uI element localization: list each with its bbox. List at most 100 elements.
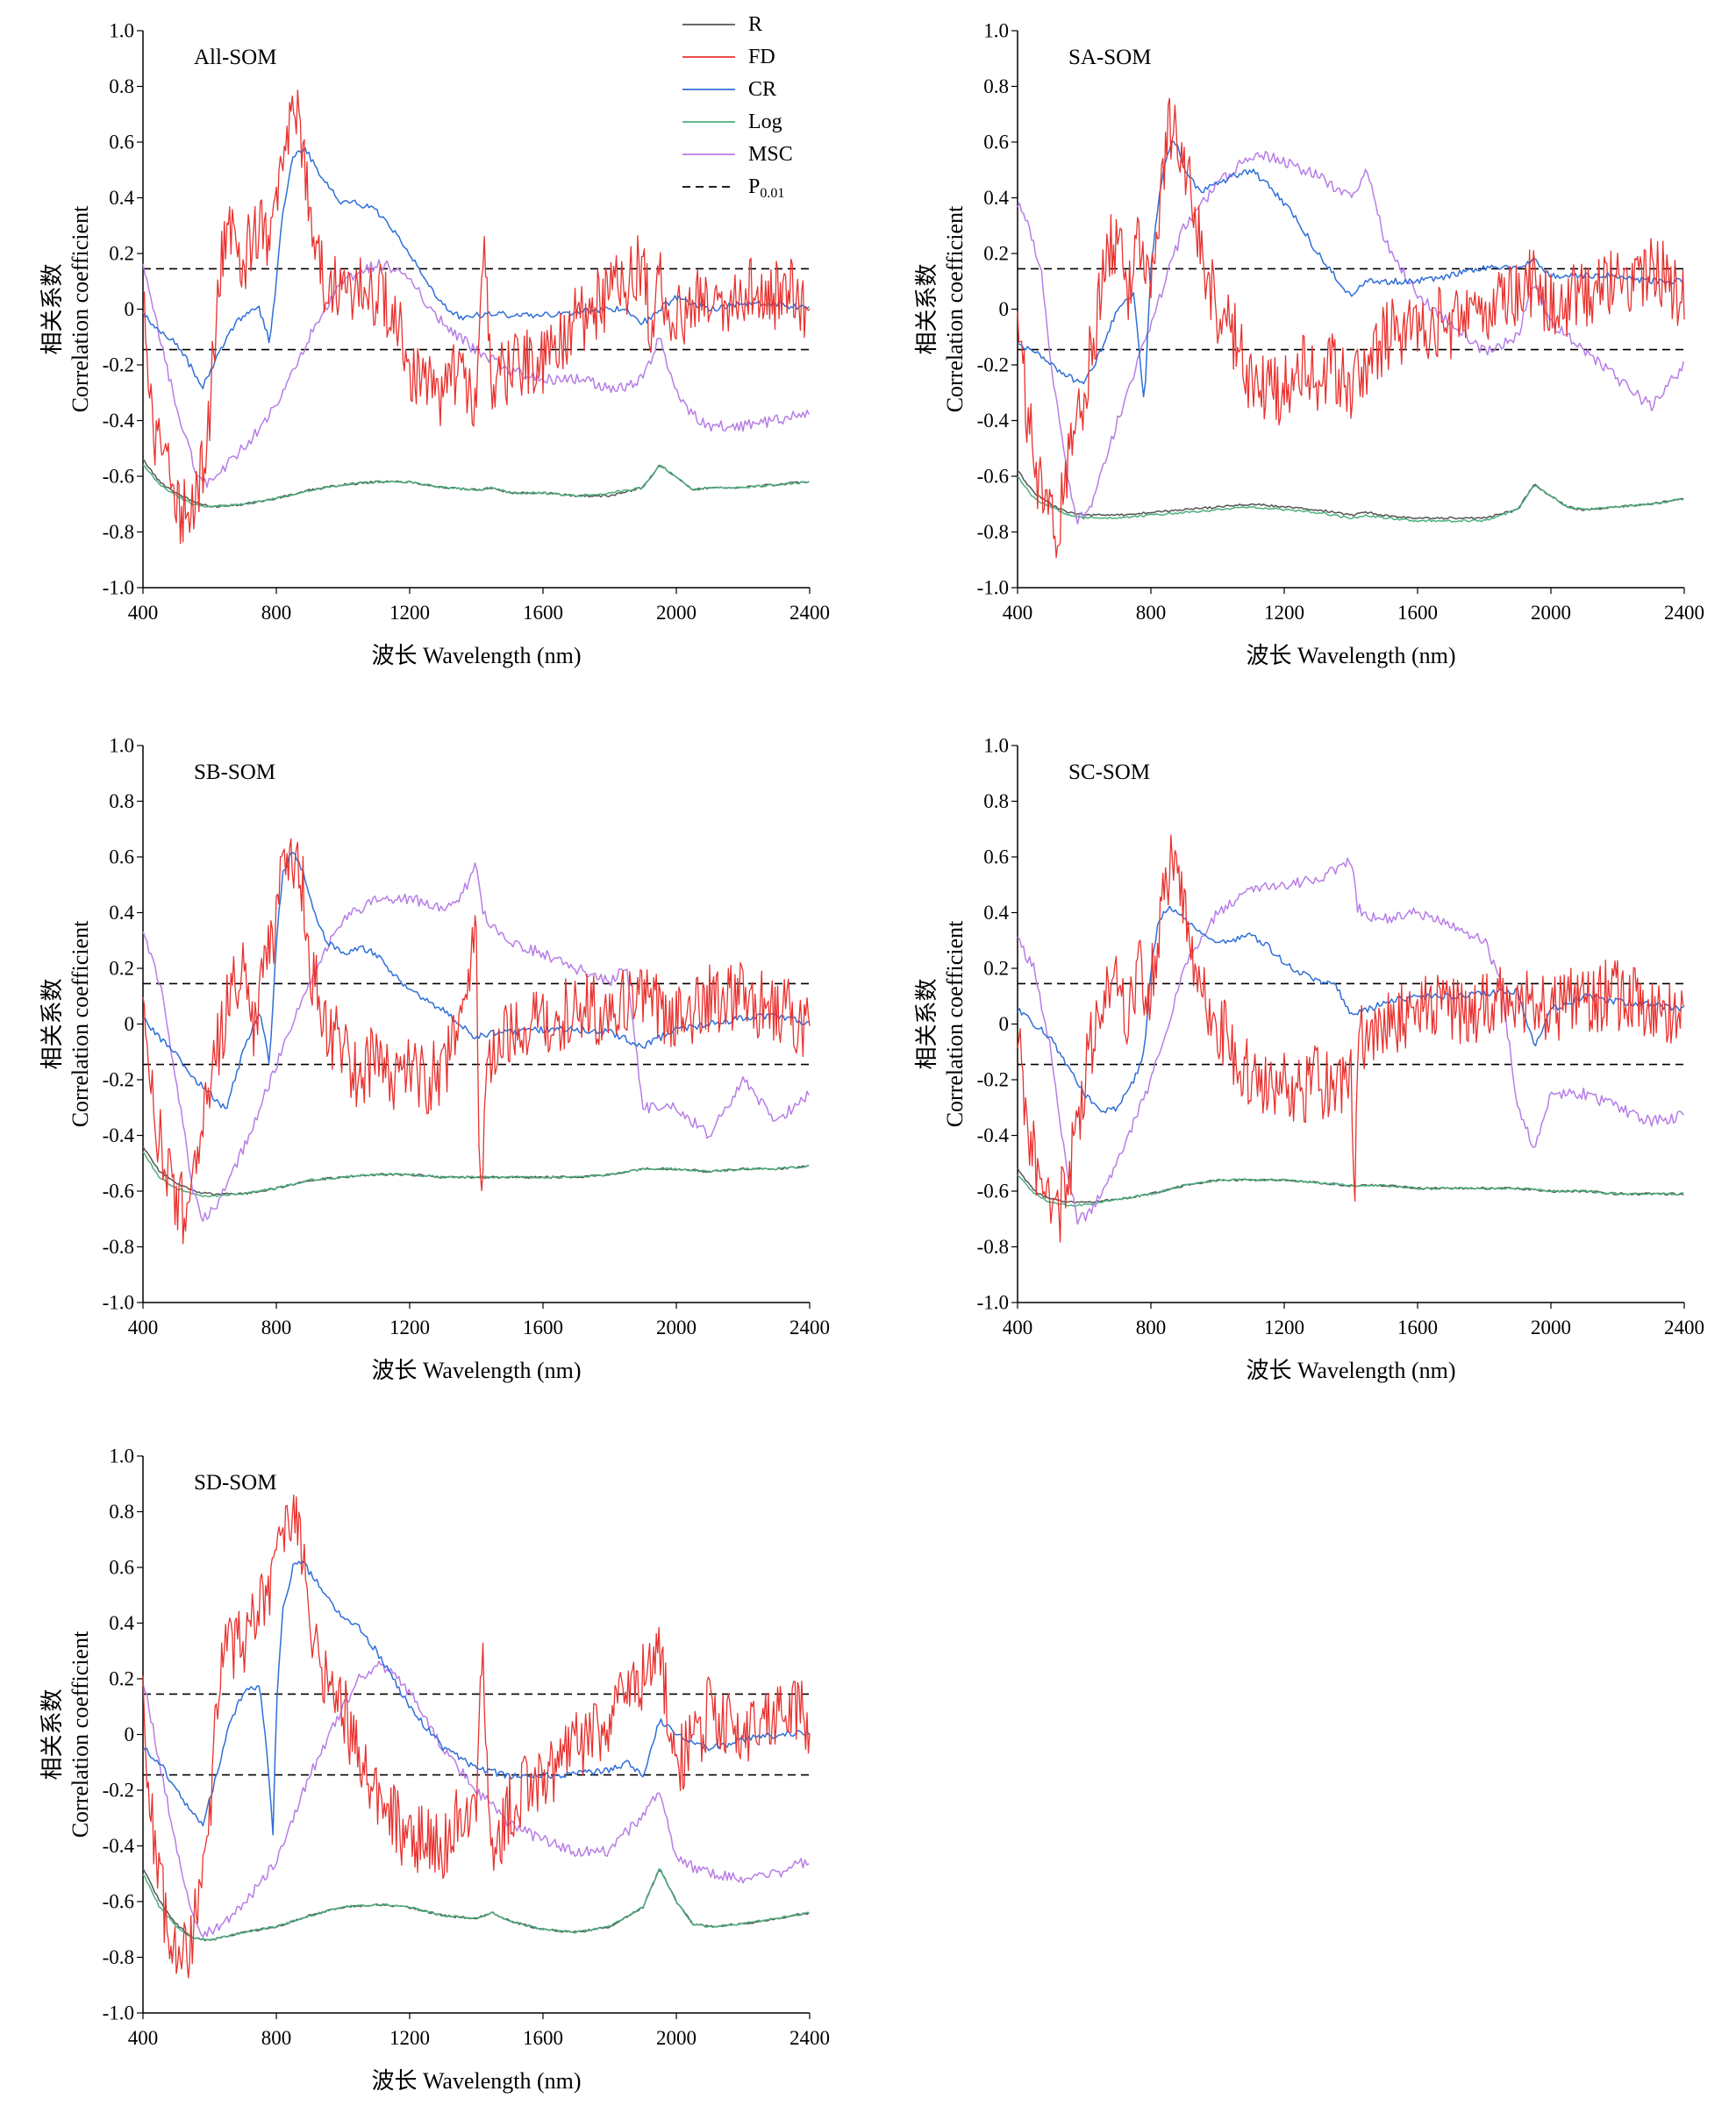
- y-tick-label: -0.8: [977, 1236, 1009, 1258]
- y-tick-label: 1.0: [109, 735, 134, 757]
- legend: R FD CR Log MSC P0.01: [682, 13, 793, 201]
- x-tick-label: 2400: [789, 602, 830, 624]
- series-line-fd: [1017, 97, 1685, 559]
- x-tick-label: 2400: [789, 1317, 830, 1338]
- y-tick-label: -0.4: [977, 1124, 1010, 1146]
- y-tick-label: 0.8: [109, 1501, 134, 1523]
- y-axis-label-en: Correlation coefficient: [942, 205, 968, 412]
- x-tick-label: 1200: [1264, 602, 1304, 624]
- legend-label-r: R: [748, 13, 762, 36]
- y-tick-label: 0.2: [109, 243, 134, 265]
- series-line-msc: [142, 862, 810, 1223]
- x-tick-label: 400: [1003, 1317, 1033, 1338]
- panel-title: SB-SOM: [194, 760, 275, 784]
- y-tick-label: -0.6: [977, 466, 1009, 488]
- y-tick-label: 0: [999, 1013, 1010, 1035]
- x-tick-label: 1600: [523, 2027, 563, 2049]
- y-tick-label: -0.4: [977, 410, 1010, 432]
- legend-label-p001: P0.01: [748, 175, 784, 201]
- x-tick-label: 1600: [1397, 602, 1438, 624]
- y-tick-label: 0.8: [983, 790, 1009, 812]
- y-tick-label: -0.4: [103, 1124, 135, 1146]
- y-tick-label: 0.2: [109, 958, 134, 980]
- y-axis-label-en: Correlation coefficient: [68, 205, 93, 412]
- y-tick-label: 0.4: [109, 187, 134, 209]
- y-tick-label: 0.4: [109, 902, 134, 924]
- x-axis-label: 波长 Wavelength (nm): [371, 1358, 581, 1383]
- x-tick-label: 2400: [1664, 1317, 1704, 1338]
- chart-panel-sb-som: 1.0 0.8 0.6 0.4 0.2 0 -0.2 -0.4 -0.6 -0.8 -1.0 400 8…: [39, 735, 830, 1384]
- series-line-fd: [142, 1494, 811, 1979]
- y-tick-label: 0.6: [983, 132, 1009, 153]
- y-tick-label: -0.6: [103, 1181, 134, 1203]
- legend-label-fd: FD: [748, 46, 775, 68]
- y-tick-label: 1.0: [109, 1445, 134, 1467]
- y-tick-label: 1.0: [983, 735, 1009, 757]
- series-line-msc: [142, 259, 810, 489]
- x-axis-label: 波长 Wavelength (nm): [1246, 643, 1455, 668]
- x-tick-label: 800: [1136, 1317, 1167, 1338]
- y-tick-label: -0.6: [103, 466, 134, 488]
- y-tick-label: -0.8: [103, 1236, 134, 1258]
- chart-panel-all-som: 1.0 0.8 0.6 0.4 0.2 0 -0.2 -0.4 -0.6 -0.8 -1.0 400 8…: [39, 20, 830, 669]
- series-line-log: [142, 1151, 810, 1198]
- x-tick-label: 2000: [656, 2027, 697, 2049]
- y-axis-label-en: Correlation coefficient: [942, 920, 968, 1127]
- x-tick-label: 2000: [1531, 1317, 1571, 1338]
- series-line-msc: [142, 1660, 810, 1938]
- y-axis-label-cn: 相关系数: [914, 978, 939, 1069]
- x-axis-label: 波长 Wavelength (nm): [1246, 1358, 1455, 1383]
- x-tick-label: 1600: [523, 1317, 563, 1338]
- y-tick-label: -1.0: [977, 1292, 1009, 1314]
- legend-label-cr: CR: [748, 78, 776, 101]
- y-tick-label: 0: [125, 298, 135, 320]
- x-tick-label: 800: [261, 602, 292, 624]
- y-tick-label: -0.6: [977, 1181, 1009, 1203]
- panel-title: All-SOM: [194, 46, 276, 69]
- y-tick-label: 0.2: [109, 1668, 134, 1690]
- y-axis-label-en: Correlation coefficient: [68, 1631, 93, 1838]
- x-tick-label: 2000: [656, 1317, 697, 1338]
- series-line-r: [1017, 469, 1684, 520]
- y-tick-label: 0.4: [983, 902, 1009, 924]
- series-line-log: [142, 1868, 810, 1941]
- y-tick-label: 0: [125, 1724, 135, 1745]
- y-tick-label: -0.2: [977, 1069, 1009, 1091]
- series-line-msc: [1017, 857, 1684, 1225]
- series-line-r: [142, 458, 810, 509]
- x-tick-label: 1600: [523, 602, 563, 624]
- y-tick-label: 0: [125, 1013, 135, 1035]
- x-axis-label: 波长 Wavelength (nm): [371, 643, 581, 668]
- x-tick-label: 800: [1136, 602, 1167, 624]
- x-tick-label: 1200: [1264, 1317, 1304, 1338]
- y-tick-label: 0.8: [983, 75, 1009, 97]
- series-line-fd: [1017, 834, 1685, 1243]
- y-tick-label: 0.8: [109, 75, 134, 97]
- x-axis-label: 波长 Wavelength (nm): [371, 2068, 581, 2094]
- panel-title: SC-SOM: [1068, 760, 1150, 784]
- legend-label-msc: MSC: [748, 143, 793, 166]
- series-line-cr: [1017, 905, 1684, 1114]
- x-tick-label: 2400: [1664, 602, 1704, 624]
- y-axis-label-cn: 相关系数: [39, 978, 65, 1069]
- legend-label-log: Log: [748, 111, 782, 133]
- y-tick-label: -1.0: [977, 577, 1009, 599]
- x-tick-label: 400: [1003, 602, 1033, 624]
- series-line-log: [1017, 475, 1684, 523]
- y-axis-label-cn: 相关系数: [39, 263, 65, 354]
- y-axis-label-cn: 相关系数: [914, 263, 939, 354]
- y-tick-label: 0.4: [983, 187, 1009, 209]
- y-tick-label: 1.0: [109, 20, 134, 42]
- y-tick-label: -0.2: [103, 1069, 134, 1091]
- series-line-msc: [1017, 150, 1684, 525]
- series-line-log: [1017, 1174, 1684, 1207]
- y-tick-label: -1.0: [103, 577, 134, 599]
- x-tick-label: 1200: [389, 602, 430, 624]
- y-tick-label: 0.2: [983, 958, 1009, 980]
- y-tick-label: -1.0: [103, 2002, 134, 2024]
- chart-panel-sd-som: 1.0 0.8 0.6 0.4 0.2 0 -0.2 -0.4 -0.6 -0.8 -1.0 400 8…: [39, 1445, 830, 2095]
- x-tick-label: 2400: [789, 2027, 830, 2049]
- y-tick-label: -0.4: [103, 410, 135, 432]
- x-tick-label: 1600: [1397, 1317, 1438, 1338]
